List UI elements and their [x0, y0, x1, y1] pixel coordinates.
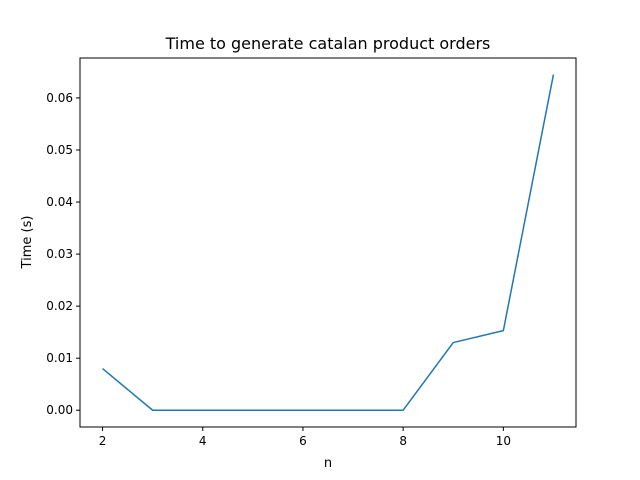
plot-frame	[79, 57, 577, 428]
x-axis-label: n	[324, 456, 332, 471]
chart-title: Time to generate catalan product orders	[165, 34, 491, 53]
x-tick-label: 4	[199, 434, 207, 448]
y-tick-label: 0.00	[46, 403, 73, 417]
x-axis: 2 4 6 8 10	[99, 427, 511, 448]
y-tick-label: 0.02	[46, 299, 73, 313]
y-axis-label: Time (s)	[20, 216, 35, 270]
plot-area: 2 4 6 8 10 0.00 0.01 0.02 0.03 0.04 0.05 0.06	[46, 57, 577, 448]
x-tick-label: 6	[299, 434, 307, 448]
y-axis: 0.00 0.01 0.02 0.03 0.04 0.05 0.06	[46, 91, 80, 417]
x-tick-label: 2	[99, 434, 107, 448]
y-tick-label: 0.01	[46, 351, 73, 365]
y-tick-label: 0.06	[46, 91, 73, 105]
series-line	[102, 74, 555, 411]
y-tick-label: 0.05	[46, 143, 73, 157]
x-tick-label: 8	[399, 434, 407, 448]
series-layer	[102, 74, 555, 411]
x-tick-label: 10	[496, 434, 511, 448]
y-tick-label: 0.03	[46, 247, 73, 261]
y-tick-label: 0.04	[46, 195, 73, 209]
